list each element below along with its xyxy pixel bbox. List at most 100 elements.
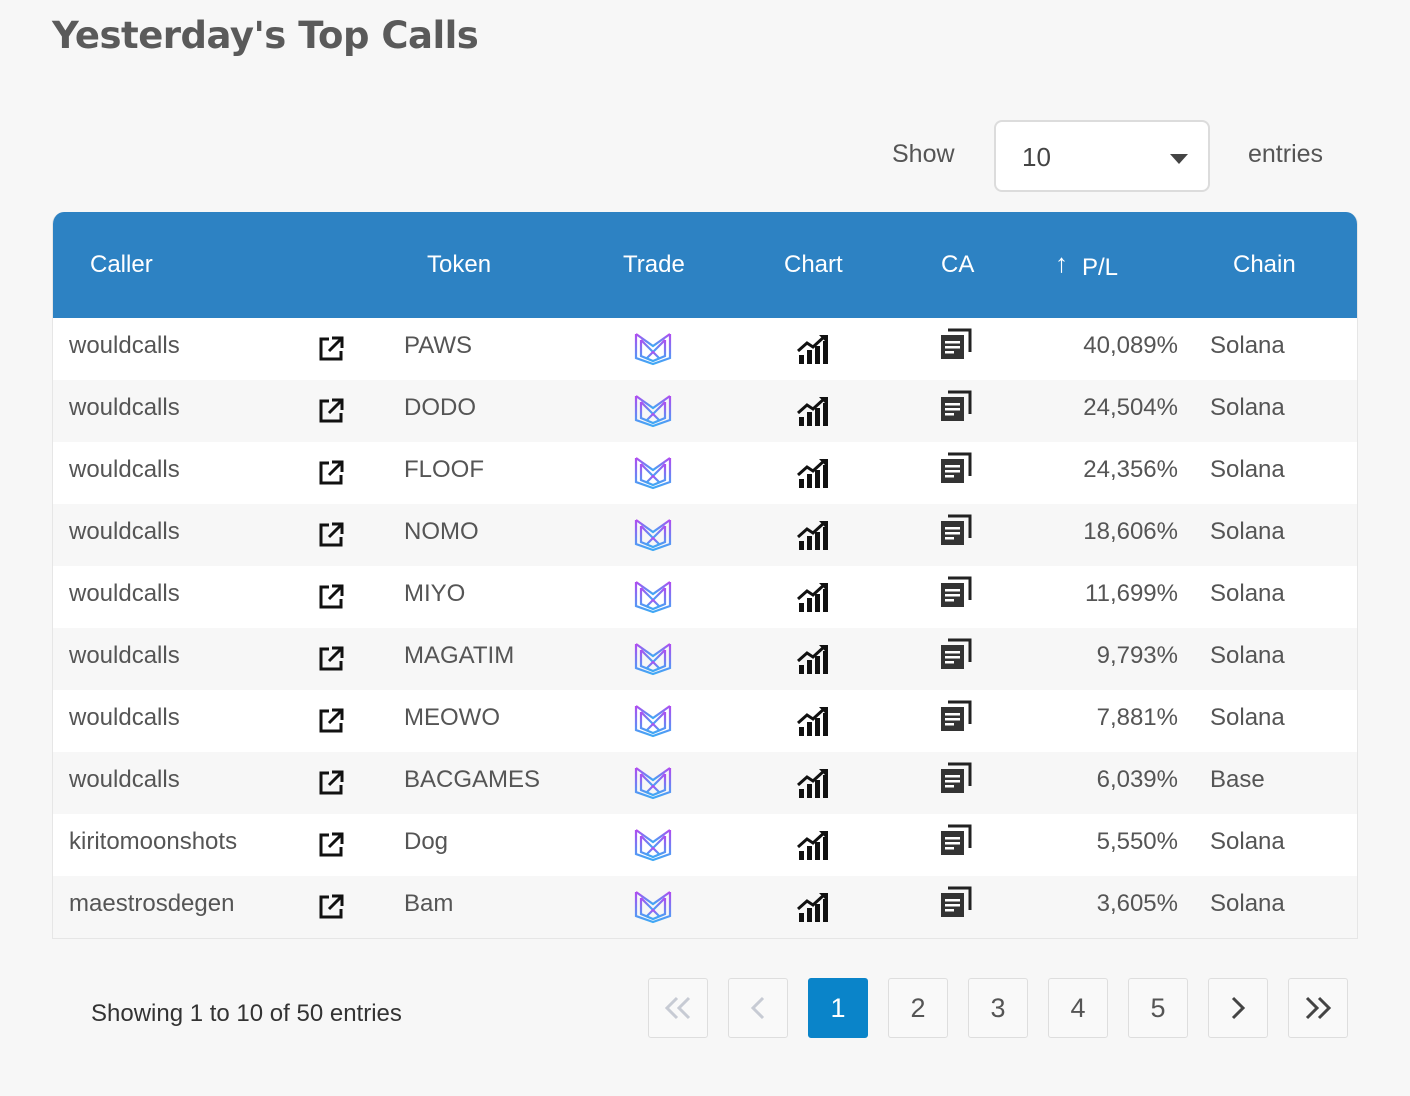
column-header-pl[interactable]: ↑ P/L bbox=[1055, 248, 1119, 282]
entries-length-control: Show 10 entries bbox=[0, 120, 1410, 192]
pl-value: 40,089% bbox=[1083, 332, 1178, 359]
caller-name[interactable]: maestrosdegen bbox=[69, 890, 235, 917]
caller-name[interactable]: wouldcalls bbox=[69, 518, 180, 545]
page-button-1[interactable]: 1 bbox=[808, 978, 868, 1038]
next-page-button[interactable] bbox=[1208, 978, 1268, 1038]
sort-ascending-icon: ↑ bbox=[1055, 248, 1068, 278]
show-label: Show bbox=[892, 140, 955, 168]
maestro-logo-icon[interactable] bbox=[633, 516, 673, 557]
external-link-icon[interactable] bbox=[317, 583, 345, 616]
caller-name[interactable]: wouldcalls bbox=[69, 704, 180, 731]
pl-value: 24,504% bbox=[1083, 394, 1178, 421]
column-header-token[interactable]: Token bbox=[427, 251, 492, 278]
last-page-button[interactable] bbox=[1288, 978, 1348, 1038]
caller-name[interactable]: wouldcalls bbox=[69, 394, 180, 421]
chain-name: Solana bbox=[1210, 580, 1285, 607]
chart-growth-icon[interactable] bbox=[797, 333, 831, 370]
pl-value: 6,039% bbox=[1096, 766, 1178, 793]
caller-name[interactable]: wouldcalls bbox=[69, 332, 180, 359]
table-row: wouldcalls BACGAMES 6,039% Base bbox=[53, 752, 1357, 814]
caller-name[interactable]: wouldcalls bbox=[69, 456, 180, 483]
caret-down-icon bbox=[1170, 154, 1188, 164]
page-button-5[interactable]: 5 bbox=[1128, 978, 1188, 1038]
maestro-logo-icon[interactable] bbox=[633, 330, 673, 371]
chain-name: Base bbox=[1210, 766, 1265, 793]
previous-page-button[interactable] bbox=[728, 978, 788, 1038]
external-link-icon[interactable] bbox=[317, 893, 345, 926]
maestro-logo-icon[interactable] bbox=[633, 454, 673, 495]
page-button-4[interactable]: 4 bbox=[1048, 978, 1108, 1038]
pl-value: 3,605% bbox=[1096, 890, 1178, 917]
column-header-ca[interactable]: CA bbox=[941, 251, 975, 278]
table-row: wouldcalls DODO 24,504% Solana bbox=[53, 380, 1357, 442]
column-header-trade[interactable]: Trade bbox=[623, 251, 685, 278]
copy-contract-icon[interactable] bbox=[940, 700, 972, 737]
pl-value: 11,699% bbox=[1085, 580, 1178, 607]
copy-contract-icon[interactable] bbox=[940, 328, 972, 365]
copy-contract-icon[interactable] bbox=[940, 390, 972, 427]
table-info: Showing 1 to 10 of 50 entries bbox=[91, 1000, 402, 1027]
token-name: Dog bbox=[404, 828, 449, 855]
double-chevron-right-icon bbox=[1305, 996, 1332, 1020]
chart-growth-icon[interactable] bbox=[797, 829, 831, 866]
page-button-2[interactable]: 2 bbox=[888, 978, 948, 1038]
token-name: FLOOF bbox=[404, 456, 485, 483]
maestro-logo-icon[interactable] bbox=[633, 392, 673, 433]
table-row: maestrosdegen Bam 3,605% Solana bbox=[53, 876, 1357, 938]
copy-contract-icon[interactable] bbox=[940, 762, 972, 799]
copy-contract-icon[interactable] bbox=[940, 514, 972, 551]
chain-name: Solana bbox=[1210, 890, 1285, 917]
external-link-icon[interactable] bbox=[317, 645, 345, 678]
chart-growth-icon[interactable] bbox=[797, 519, 831, 556]
chevron-right-icon bbox=[1231, 996, 1246, 1020]
caller-name[interactable]: wouldcalls bbox=[69, 766, 180, 793]
copy-contract-icon[interactable] bbox=[940, 576, 972, 613]
first-page-button[interactable] bbox=[648, 978, 708, 1038]
pl-value: 9,793% bbox=[1096, 642, 1178, 669]
column-header-chart[interactable]: Chart bbox=[784, 251, 843, 278]
chart-growth-icon[interactable] bbox=[797, 581, 831, 618]
chart-growth-icon[interactable] bbox=[797, 705, 831, 742]
entries-label: entries bbox=[1248, 140, 1324, 168]
caller-name[interactable]: wouldcalls bbox=[69, 642, 180, 669]
column-header-caller[interactable]: Caller bbox=[90, 251, 153, 278]
chart-growth-icon[interactable] bbox=[797, 643, 831, 680]
copy-contract-icon[interactable] bbox=[940, 638, 972, 675]
chain-name: Solana bbox=[1210, 394, 1285, 421]
chart-growth-icon[interactable] bbox=[797, 767, 831, 804]
external-link-icon[interactable] bbox=[317, 459, 345, 492]
copy-contract-icon[interactable] bbox=[940, 824, 972, 861]
external-link-icon[interactable] bbox=[317, 397, 345, 430]
table-row: wouldcalls FLOOF 24,356% Solana bbox=[53, 442, 1357, 504]
pl-value: 5,550% bbox=[1096, 828, 1178, 855]
maestro-logo-icon[interactable] bbox=[633, 640, 673, 681]
maestro-logo-icon[interactable] bbox=[633, 888, 673, 929]
external-link-icon[interactable] bbox=[317, 769, 345, 802]
external-link-icon[interactable] bbox=[317, 521, 345, 554]
external-link-icon[interactable] bbox=[317, 707, 345, 740]
maestro-logo-icon[interactable] bbox=[633, 826, 673, 867]
column-header-chain[interactable]: Chain bbox=[1233, 251, 1296, 278]
caller-name[interactable]: wouldcalls bbox=[69, 580, 180, 607]
maestro-logo-icon[interactable] bbox=[633, 764, 673, 805]
maestro-logo-icon[interactable] bbox=[633, 702, 673, 743]
caller-name[interactable]: kiritomoonshots bbox=[69, 828, 238, 855]
maestro-logo-icon[interactable] bbox=[633, 578, 673, 619]
chart-growth-icon[interactable] bbox=[797, 395, 831, 432]
token-name: BACGAMES bbox=[404, 766, 541, 793]
chart-growth-icon[interactable] bbox=[797, 457, 831, 494]
table-row: wouldcalls NOMO 18,606% Solana bbox=[53, 504, 1357, 566]
chart-growth-icon[interactable] bbox=[797, 891, 831, 928]
external-link-icon[interactable] bbox=[317, 335, 345, 368]
page-button-3[interactable]: 3 bbox=[968, 978, 1028, 1038]
copy-contract-icon[interactable] bbox=[940, 886, 972, 923]
pl-value: 18,606% bbox=[1083, 518, 1178, 545]
entries-per-page-select[interactable]: 10 bbox=[994, 120, 1210, 192]
copy-contract-icon[interactable] bbox=[940, 452, 972, 489]
entries-per-page-value: 10 bbox=[1022, 142, 1051, 172]
chain-name: Solana bbox=[1210, 642, 1285, 669]
external-link-icon[interactable] bbox=[317, 831, 345, 864]
column-header-pl-label: P/L bbox=[1082, 254, 1119, 281]
table-body: wouldcalls PAWS 40,089% Solana wouldcalls DOD… bbox=[53, 318, 1357, 938]
table-row: kiritomoonshots Dog 5,550% Solana bbox=[53, 814, 1357, 876]
